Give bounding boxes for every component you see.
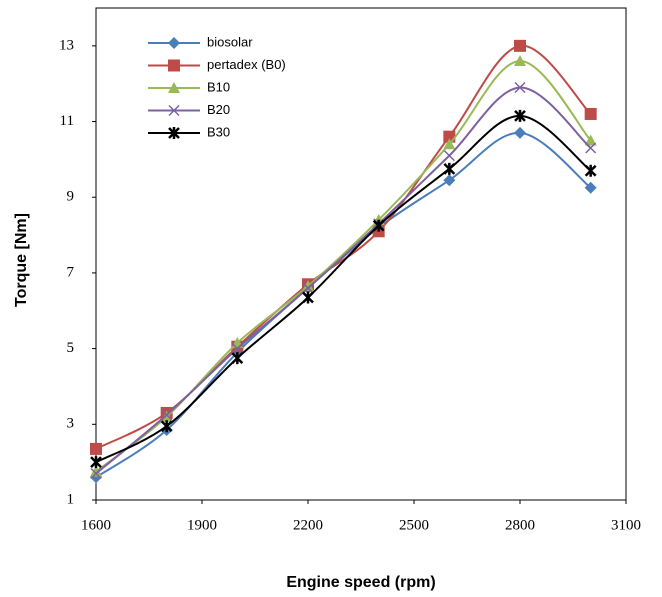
marker xyxy=(443,162,456,175)
y-tick-label: 1 xyxy=(67,491,75,507)
marker xyxy=(443,174,456,187)
series-line xyxy=(95,114,592,464)
marker xyxy=(90,467,102,480)
legend-marker xyxy=(168,127,180,139)
marker xyxy=(372,219,385,232)
legend-marker xyxy=(168,37,180,49)
marker xyxy=(585,142,597,154)
y-tick-label: 11 xyxy=(60,113,74,129)
marker xyxy=(584,164,597,177)
marker xyxy=(161,409,173,421)
x-tick-label: 2500 xyxy=(399,517,429,533)
marker xyxy=(160,420,173,433)
marker xyxy=(584,134,597,146)
y-tick-label: 3 xyxy=(67,416,75,432)
marker xyxy=(443,150,455,162)
legend-label: B30 xyxy=(207,124,230,139)
marker xyxy=(514,109,526,122)
marker xyxy=(584,181,597,194)
x-axis-title: Engine speed (rpm) xyxy=(286,574,435,591)
legend-label: B10 xyxy=(207,79,230,94)
marker xyxy=(584,107,597,120)
x-tick-label: 3100 xyxy=(611,517,641,533)
marker xyxy=(302,280,314,292)
marker xyxy=(302,282,314,294)
marker xyxy=(302,291,314,304)
y-tick-label: 9 xyxy=(67,189,75,205)
x-tick-label: 1900 xyxy=(187,517,217,533)
y-tick-label: 13 xyxy=(59,37,74,53)
marker xyxy=(160,410,173,422)
y-axis-title: Torque [Nm] xyxy=(13,213,30,307)
marker xyxy=(90,456,102,469)
marker xyxy=(514,39,526,52)
marker xyxy=(443,138,456,150)
marker xyxy=(90,442,102,455)
legend-label: pertadex (B0) xyxy=(207,57,286,72)
x-tick-label: 2200 xyxy=(293,517,323,533)
legend-marker xyxy=(168,104,180,117)
marker xyxy=(231,343,243,355)
marker xyxy=(90,465,102,477)
plot-area xyxy=(95,7,627,501)
marker xyxy=(514,126,526,139)
legend-label: biosolar xyxy=(207,34,253,49)
y-tick-label: 5 xyxy=(67,340,75,356)
x-tick-label: 1600 xyxy=(81,517,111,533)
marker xyxy=(514,54,526,66)
legend-label: B20 xyxy=(207,102,230,117)
legend-marker xyxy=(168,82,180,93)
series-line xyxy=(95,131,592,479)
legend-marker xyxy=(168,59,180,72)
marker xyxy=(231,352,244,365)
y-tick-label: 7 xyxy=(67,264,75,280)
series-line xyxy=(95,86,592,475)
x-tick-label: 2800 xyxy=(505,517,535,533)
marker xyxy=(514,81,526,94)
